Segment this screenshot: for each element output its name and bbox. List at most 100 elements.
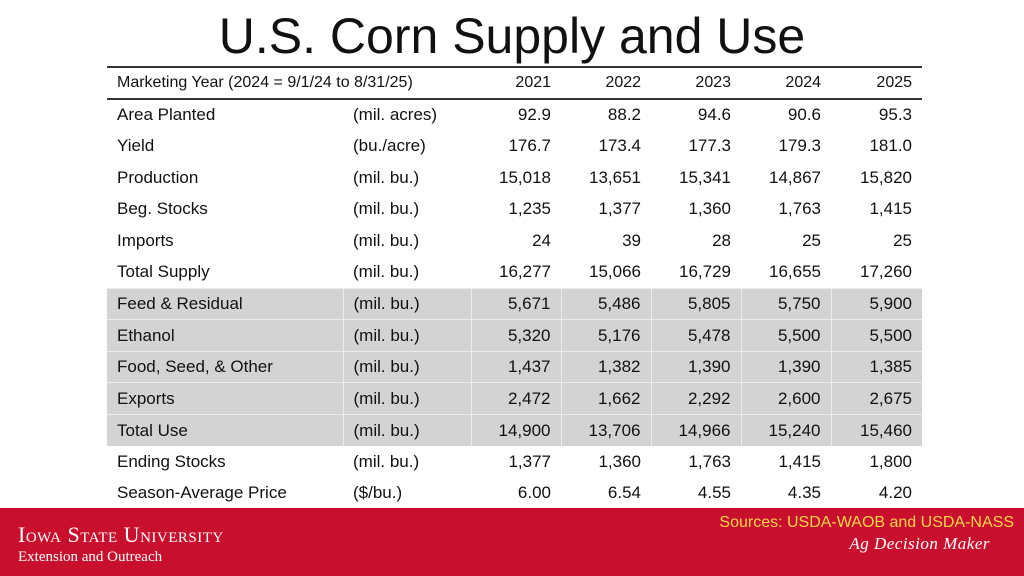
- row-value: 2,675: [830, 382, 923, 415]
- row-value: 176.7: [508, 135, 552, 155]
- row-value: 14,900: [470, 414, 562, 447]
- row-value: 5,500: [830, 319, 923, 352]
- row-unit: (mil. bu.): [353, 167, 420, 187]
- row-value: 5,805: [650, 287, 742, 320]
- year-header: 2022: [561, 66, 652, 100]
- row-value: 1,662: [560, 382, 652, 415]
- row-value: 181.0: [869, 135, 913, 155]
- row-value: 25: [802, 230, 822, 250]
- table-row: Total Supply (mil. bu.) 16,277 15,066 16,729…: [107, 257, 922, 289]
- row-label: Season-Average Price: [107, 477, 343, 511]
- isu-logo: Iowa State University Extension and Outr…: [18, 524, 224, 566]
- row-value: 1,415: [778, 451, 822, 471]
- row-value: 5,320: [470, 319, 562, 352]
- row-unit: (mil. bu.): [342, 319, 472, 352]
- table-row: Exports (mil. bu.) 2,472 1,662 2,292 2,600 2,6…: [107, 382, 923, 415]
- row-unit: (mil. bu.): [342, 414, 472, 447]
- row-value: 16,277: [499, 262, 552, 282]
- row-value: 1,377: [508, 451, 552, 471]
- table-row: Yield (bu./acre) 176.7 173.4 177.3 179.3 181.0: [107, 130, 922, 162]
- row-value: 39: [622, 230, 642, 250]
- row-value: 1,415: [869, 199, 913, 219]
- row-value: 173.4: [598, 135, 642, 155]
- row-value: 15,066: [589, 262, 642, 282]
- row-unit: ($/bu.): [343, 477, 472, 511]
- ag-decision-maker-logo: Ag Decision Maker: [849, 534, 990, 553]
- sources-note: Sources: USDA-WAOB and USDA-NASS: [719, 514, 1014, 531]
- row-label: Ending Stocks: [117, 451, 226, 471]
- table-row: Area Planted (mil. acres) 92.9 88.2 94.6 90.6…: [107, 99, 922, 131]
- table-row: Food, Seed, & Other (mil. bu.) 1,437 1,382 1…: [107, 350, 923, 383]
- row-value: 5,176: [560, 319, 652, 352]
- row-value: 15,341: [679, 167, 732, 187]
- row-value: 14,966: [650, 414, 742, 447]
- row-value: 4.20: [831, 477, 923, 511]
- row-unit: (mil. bu.): [342, 382, 472, 415]
- row-value: 13,706: [560, 414, 652, 447]
- row-value: 1,763: [778, 199, 822, 219]
- row-value: 15,820: [860, 167, 913, 187]
- row-label: Ethanol: [107, 319, 343, 352]
- row-value: 90.6: [787, 104, 822, 124]
- row-label: Imports: [117, 230, 174, 250]
- row-value: 179.3: [778, 135, 822, 155]
- row-value: 25: [893, 230, 913, 250]
- row-value: 95.3: [878, 104, 913, 124]
- extension-name: Extension and Outreach: [18, 549, 163, 565]
- row-value: 88.2: [607, 104, 642, 124]
- row-value: 5,671: [470, 287, 562, 320]
- row-label: Exports: [107, 382, 343, 415]
- row-value: 4.35: [741, 477, 832, 511]
- page-title: U.S. Corn Supply and Use: [218, 8, 806, 64]
- row-value: 16,655: [769, 262, 822, 282]
- row-value: 5,486: [560, 287, 652, 320]
- university-name: Iowa State University: [18, 522, 224, 547]
- row-unit: (mil. bu.): [353, 451, 420, 471]
- row-label: Food, Seed, & Other: [107, 350, 343, 383]
- table-row: Production (mil. bu.) 15,018 13,651 15,341 14…: [107, 162, 922, 194]
- row-value: 1,382: [560, 350, 652, 383]
- row-value: 1,800: [869, 451, 913, 471]
- table-header-row: Marketing Year (2024 = 9/1/24 to 8/31/25…: [107, 66, 923, 100]
- marketing-year-header: Marketing Year (2024 = 9/1/24 to 8/31/25…: [107, 66, 472, 100]
- row-unit: (mil. acres): [353, 104, 438, 124]
- table-row: Season-Average Price ($/bu.) 6.00 6.54 4.55 4…: [107, 477, 923, 511]
- row-unit: (mil. bu.): [353, 230, 420, 250]
- row-value: 1,360: [688, 199, 732, 219]
- row-label: Production: [117, 167, 199, 187]
- row-label: Total Use: [107, 414, 343, 447]
- row-value: 2,472: [470, 382, 562, 415]
- year-header: 2023: [651, 66, 742, 100]
- table-row: Feed & Residual (mil. bu.) 5,671 5,486 5,805…: [107, 287, 923, 320]
- row-label: Area Planted: [117, 104, 216, 124]
- row-value: 13,651: [589, 167, 642, 187]
- row-unit: (mil. bu.): [353, 199, 420, 219]
- row-value: 177.3: [688, 135, 732, 155]
- row-value: 2,292: [650, 382, 742, 415]
- row-value: 16,729: [679, 262, 732, 282]
- row-value: 15,240: [740, 414, 832, 447]
- row-value: 14,867: [769, 167, 822, 187]
- footer-band: Iowa State University Extension and Outr…: [0, 508, 1024, 576]
- year-header: 2025: [831, 66, 923, 100]
- row-value: 15,460: [830, 414, 923, 447]
- row-unit: (mil. bu.): [342, 287, 472, 320]
- supply-use-table: Marketing Year (2024 = 9/1/24 to 8/31/25…: [107, 66, 923, 511]
- row-value: 15,018: [499, 167, 552, 187]
- row-value: 17,260: [860, 262, 913, 282]
- row-label: Yield: [117, 135, 155, 155]
- row-value: 24: [532, 230, 552, 250]
- row-value: 6.54: [561, 477, 652, 511]
- row-unit: (bu./acre): [353, 135, 426, 155]
- row-value: 1,385: [830, 350, 923, 383]
- row-label: Beg. Stocks: [117, 199, 208, 219]
- table-row: Imports (mil. bu.) 24 39 28 25 25: [107, 225, 922, 257]
- row-value: 1,360: [598, 451, 642, 471]
- table-row: Ending Stocks (mil. bu.) 1,377 1,360 1,763 1,…: [107, 446, 922, 478]
- table-row: Ethanol (mil. bu.) 5,320 5,176 5,478 5,500 5,5…: [107, 319, 923, 352]
- row-unit: (mil. bu.): [342, 350, 472, 383]
- row-value: 1,377: [598, 199, 642, 219]
- row-value: 28: [712, 230, 732, 250]
- row-value: 5,500: [740, 319, 832, 352]
- row-value: 94.6: [697, 104, 732, 124]
